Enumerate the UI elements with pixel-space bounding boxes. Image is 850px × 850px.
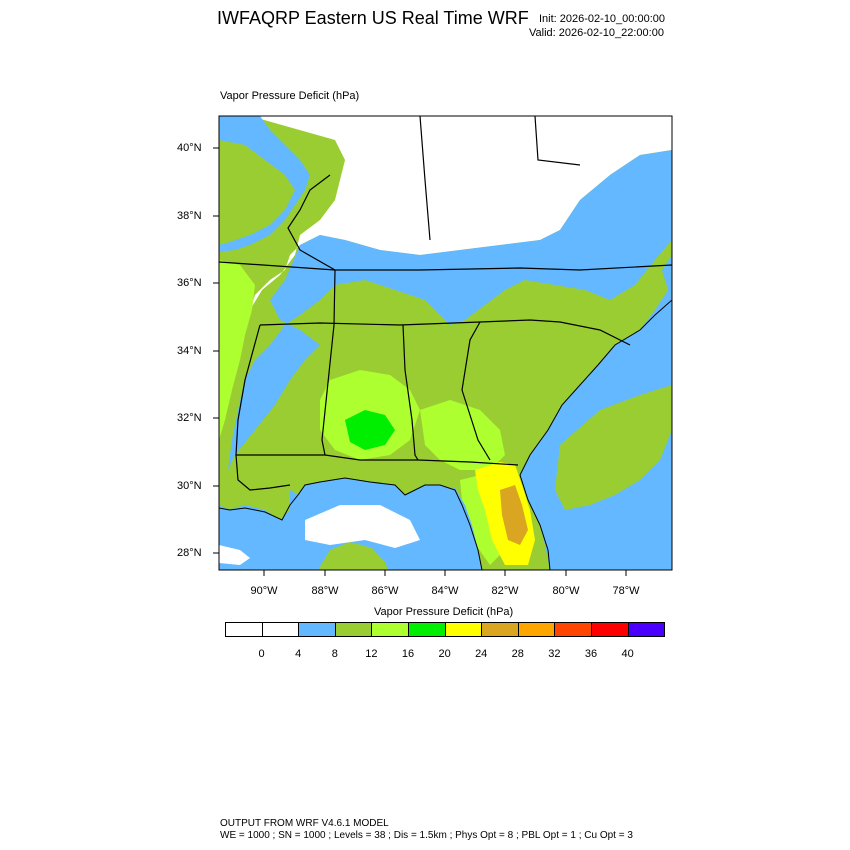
green-core [345,410,395,450]
colorbar-swatch [298,622,336,637]
ocean-patch-east [555,385,672,510]
lon-label-78: 78°W [612,585,640,597]
valid-time: Valid: 2026-02-10_22:00:00 [529,27,664,39]
lat-label-36: 36°N [177,277,202,289]
colorbar-swatch [225,622,263,637]
colorbar-swatch [517,622,556,637]
init-time: Init: 2026-02-10_00:00:00 [539,13,665,25]
lime-georgia [420,400,505,470]
colorbar-swatch [371,622,409,637]
colorbar-swatch [408,622,446,637]
gold-florida [500,485,528,545]
colorbar-label: 40 [621,648,634,660]
gulf-olive [318,542,388,570]
lat-label-32: 32°N [177,412,202,424]
lon-label-82: 82°W [491,585,519,597]
plot-title: Vapor Pressure Deficit (hPa) [220,90,360,102]
lat-ticks [213,147,219,554]
gulf-low-patch-2 [219,545,250,565]
colorbar-swatch [627,622,666,637]
colorbar-label: 20 [438,648,451,660]
colorbar-swatch [554,622,592,637]
footer-config: WE = 1000 ; SN = 1000 ; Levels = 38 ; Di… [220,830,633,841]
coastline [219,299,672,570]
gulf-low-patch [305,505,420,548]
lon-label-80: 80°W [552,585,580,597]
colorbar-label: 36 [584,648,598,660]
lon-label-90: 90°W [250,585,278,597]
lat-label-40: 40°N [177,142,202,154]
colorbar-swatch [444,622,483,637]
colorbar-label: 32 [548,648,561,660]
colorbar-swatch [334,622,373,637]
footer-model: OUTPUT FROM WRF V4.6.1 MODEL [220,818,389,829]
colorbar-label: 12 [365,648,378,660]
lat-label-28: 28°N [177,547,202,559]
colorbar-label: 16 [401,648,415,660]
colorbar-label: 4 [295,648,302,660]
state-boundaries [219,116,672,491]
map-field [219,116,672,570]
lat-label-34: 34°N [177,345,202,357]
lime-west [219,260,255,440]
colorbar-label: 24 [475,648,488,660]
lat-label-38: 38°N [177,210,202,222]
olive-northwest [219,140,295,245]
low-vpd-area [250,116,672,310]
lon-label-88: 88°W [311,585,339,597]
main-title: IWFAQRP Eastern US Real Time WRF [217,8,529,28]
colorbar-swatch [481,622,519,637]
lon-ticks [263,570,627,576]
colorbar-label: 28 [511,648,524,660]
blue-band [228,150,672,470]
lime-florida-west [460,475,500,565]
colorbar-title: Vapor Pressure Deficit (hPa) [374,606,514,618]
lon-label-86: 86°W [371,585,399,597]
lat-label-30: 30°N [177,480,202,492]
lon-label-84: 84°W [431,585,459,597]
colorbar-label: 8 [331,648,338,660]
colorbar-label: 0 [258,648,265,660]
colorbar-swatch [591,622,629,637]
colorbar-swatch [261,622,300,637]
